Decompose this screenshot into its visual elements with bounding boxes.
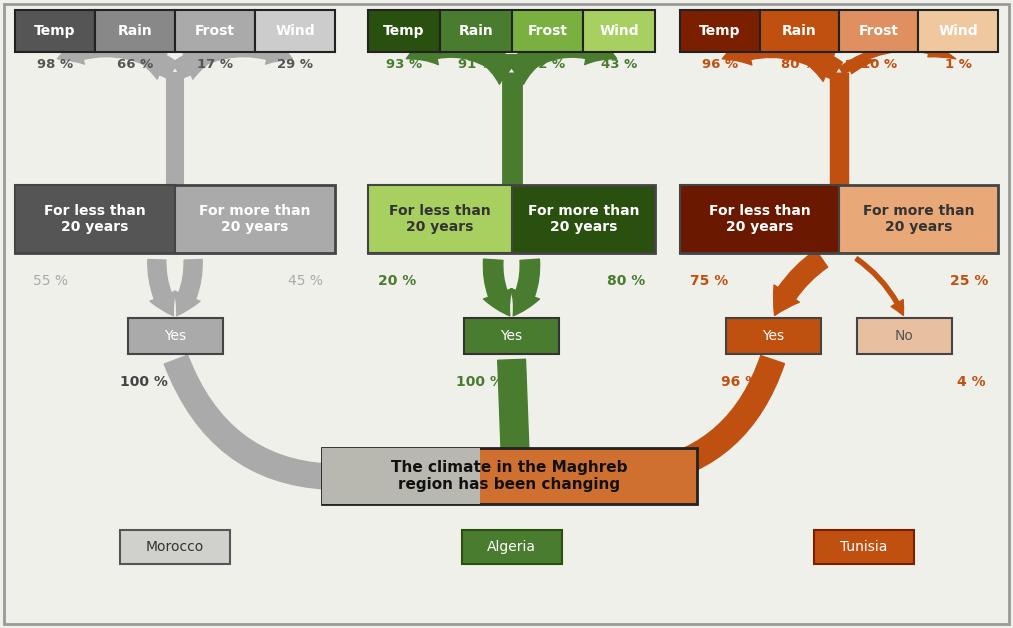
Bar [95, 10, 175, 52]
Bar [512, 10, 583, 52]
FancyArrowPatch shape [617, 355, 784, 490]
Text: 20 %: 20 % [378, 274, 416, 288]
Text: 80 %: 80 % [781, 58, 817, 70]
Text: 4 %: 4 % [957, 375, 986, 389]
FancyArrowPatch shape [172, 37, 293, 78]
Text: Algeria: Algeria [487, 540, 536, 554]
Bar [726, 318, 821, 354]
Text: Wind: Wind [276, 24, 315, 38]
Bar [368, 10, 440, 52]
FancyArrowPatch shape [506, 32, 617, 78]
Bar [15, 10, 95, 52]
FancyArrowPatch shape [58, 37, 178, 78]
Text: Morocco: Morocco [146, 540, 205, 554]
Text: 55 %: 55 % [33, 274, 68, 288]
FancyArrowPatch shape [774, 250, 828, 315]
FancyArrowPatch shape [173, 53, 213, 79]
Text: 62 %: 62 % [530, 58, 565, 70]
FancyArrowPatch shape [839, 43, 955, 73]
Text: Rain: Rain [782, 24, 816, 38]
Bar [462, 530, 561, 564]
Text: 75 %: 75 % [690, 274, 728, 288]
Text: 10 %: 10 % [861, 58, 897, 70]
Bar [760, 10, 839, 52]
FancyArrowPatch shape [496, 359, 535, 501]
Text: 1 %: 1 % [945, 58, 971, 70]
FancyArrowPatch shape [483, 259, 513, 316]
Text: Yes: Yes [763, 329, 784, 343]
FancyArrowPatch shape [148, 259, 176, 316]
Text: Temp: Temp [383, 24, 424, 38]
Text: No: No [895, 329, 914, 343]
Text: 66 %: 66 % [116, 58, 153, 70]
Text: For less than
20 years: For less than 20 years [45, 204, 146, 234]
Text: The climate in the Maghreb
region has been changing: The climate in the Maghreb region has be… [391, 460, 628, 492]
Text: For less than
20 years: For less than 20 years [709, 204, 810, 234]
Text: Frost: Frost [859, 24, 899, 38]
Text: Tunisia: Tunisia [841, 540, 887, 554]
Text: Yes: Yes [164, 329, 186, 343]
Bar [120, 530, 230, 564]
Bar [368, 185, 512, 253]
Bar [368, 185, 655, 253]
Text: 80 %: 80 % [607, 274, 645, 288]
Text: 29 %: 29 % [277, 58, 313, 70]
Bar [15, 185, 335, 253]
Text: 25 %: 25 % [949, 274, 988, 288]
FancyArrowPatch shape [511, 259, 540, 316]
Bar [128, 318, 223, 354]
Bar [175, 10, 255, 52]
Text: Wind: Wind [938, 24, 979, 38]
FancyArrowPatch shape [840, 60, 876, 74]
Text: Wind: Wind [600, 24, 639, 38]
Bar [322, 448, 479, 504]
Bar [680, 185, 998, 253]
Bar [583, 10, 655, 52]
Bar [255, 10, 335, 52]
Text: For more than
20 years: For more than 20 years [528, 204, 639, 234]
Bar [839, 10, 919, 52]
FancyArrowPatch shape [508, 55, 545, 84]
Text: 96 %: 96 % [702, 58, 737, 70]
Text: 100 %: 100 % [120, 375, 167, 389]
Text: 45 %: 45 % [288, 274, 323, 288]
Bar [919, 10, 998, 52]
FancyArrowPatch shape [164, 355, 360, 494]
Bar [680, 185, 839, 253]
Text: For less than
20 years: For less than 20 years [389, 204, 490, 234]
Text: 43 %: 43 % [601, 58, 637, 70]
Text: Yes: Yes [500, 329, 523, 343]
Text: 98 %: 98 % [36, 58, 73, 70]
Text: 100 %: 100 % [456, 375, 503, 389]
FancyArrowPatch shape [138, 53, 176, 79]
Bar [15, 185, 175, 253]
Bar [680, 10, 760, 52]
Bar [814, 530, 914, 564]
Bar [464, 318, 559, 354]
FancyArrowPatch shape [802, 53, 841, 82]
FancyArrowPatch shape [174, 259, 203, 316]
Text: For more than
20 years: For more than 20 years [863, 204, 975, 234]
FancyArrowPatch shape [478, 55, 516, 84]
Bar [322, 448, 697, 504]
Text: For more than
20 years: For more than 20 years [200, 204, 311, 234]
Bar [857, 318, 952, 354]
Text: 93 %: 93 % [386, 58, 422, 70]
Text: Temp: Temp [34, 24, 76, 38]
FancyArrowPatch shape [855, 257, 904, 315]
Text: 91 %: 91 % [458, 58, 493, 70]
Text: Rain: Rain [458, 24, 493, 38]
Text: Rain: Rain [118, 24, 152, 38]
Text: Temp: Temp [699, 24, 741, 38]
Text: 96 %: 96 % [721, 375, 759, 389]
Bar [440, 10, 512, 52]
FancyArrowPatch shape [406, 32, 516, 78]
Text: 17 %: 17 % [197, 58, 233, 70]
FancyArrowPatch shape [722, 35, 843, 78]
Text: Frost: Frost [194, 24, 235, 38]
Text: Frost: Frost [528, 24, 567, 38]
